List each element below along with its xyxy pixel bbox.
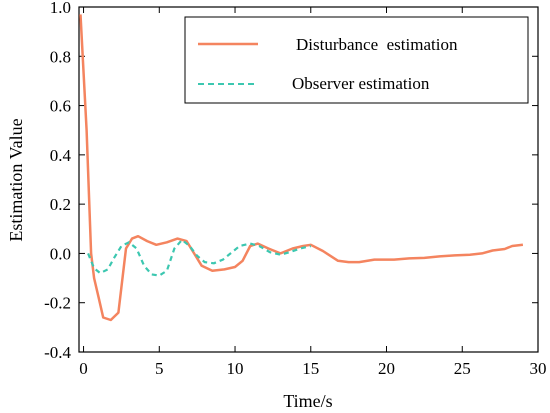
x-tick-label: 0 — [79, 359, 88, 378]
y-tick-label: 0.8 — [50, 47, 71, 66]
y-axis-title: Estimation Value — [6, 118, 26, 241]
y-tick-label: 0.6 — [50, 97, 71, 116]
legend-box — [184, 16, 529, 104]
legend-label-disturbance: Disturbance estimation — [296, 35, 458, 54]
y-tick-label: 1.0 — [50, 0, 71, 17]
y-tick-label: 0.4 — [50, 146, 72, 165]
x-tick-label: 30 — [530, 359, 547, 378]
legend-label-observer: Observer estimation — [292, 74, 430, 93]
series-layer — [79, 14, 524, 322]
x-tick-label: 5 — [155, 359, 164, 378]
x-tick-label: 10 — [227, 359, 244, 378]
x-axis-title: Time/s — [283, 391, 332, 411]
x-tick-label: 25 — [454, 359, 471, 378]
y-tick-label: 0.0 — [50, 244, 71, 263]
plot-frame — [78, 6, 539, 353]
series-line-observer — [87, 238, 312, 277]
x-tick-label: 15 — [302, 359, 319, 378]
series-line-disturbance — [79, 14, 524, 322]
tick-group: 0 5 10 15 20 25 30 -0.4 -0.2 0.0 0.2 0.4 0.6 0.8 1.0 — [44, 0, 546, 378]
legend: Disturbance estimation Observer estimati… — [184, 16, 529, 104]
y-tick-label: 0.2 — [50, 195, 71, 214]
y-tick-label: -0.4 — [44, 343, 71, 362]
y-tick-label: -0.2 — [44, 294, 71, 313]
x-tick-label: 20 — [378, 359, 395, 378]
